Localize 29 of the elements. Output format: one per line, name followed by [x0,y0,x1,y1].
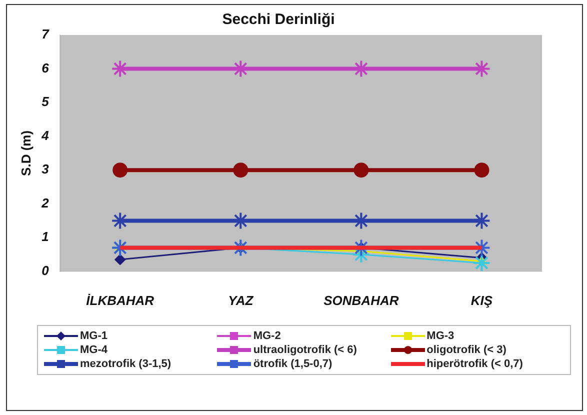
x-tick-label: SONBAHAR [324,292,400,308]
point [354,162,369,178]
legend-label: MG-4 [80,344,108,356]
legend-label: mezotrofik (3-1,5) [80,358,172,370]
y-tick-label: 0 [42,262,50,278]
legend-label: MG-3 [426,330,454,342]
y-tick-label: 7 [42,26,50,42]
y-tick-label: 3 [42,162,50,177]
legend-label: ötrofik (1,5-0,7) [253,358,332,370]
point [114,254,126,266]
point [233,162,248,178]
y-tick-label: 2 [40,195,50,210]
point [474,162,490,178]
chart-title: Secchi Derinliği [222,11,335,28]
legend-label: oligotrofik (< 3) [426,344,506,356]
y-axis-title: S.D (m) [18,130,34,176]
x-tick-label: YAZ [228,292,254,308]
y-tick-label: 6 [42,60,50,76]
y-tick-label: 4 [40,128,50,143]
x-tick-label: KIŞ [470,292,493,308]
x-tick-label: İLKBAHAR [86,292,155,308]
point [472,254,491,272]
legend-label: MG-2 [253,330,281,342]
legend-label: hiperötrofik (< 0,7) [426,358,523,370]
y-tick-label: 1 [42,229,49,244]
y-tick-label: 5 [42,94,50,110]
point [112,162,128,178]
legend-label: ultraoligotrofik (< 6) [253,344,357,356]
legend-label: MG-1 [80,330,108,342]
